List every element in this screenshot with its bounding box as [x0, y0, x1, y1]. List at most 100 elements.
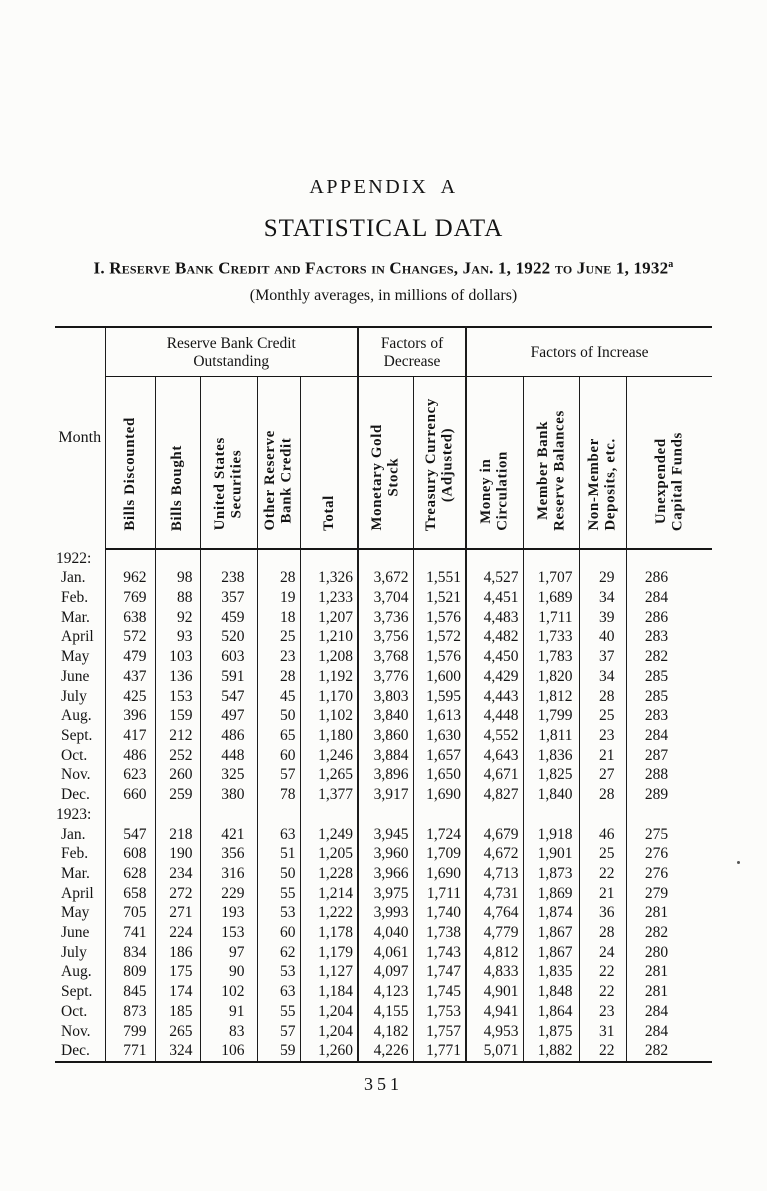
- value-cell: 212: [154, 725, 200, 746]
- value-cell: 5,071: [465, 1041, 524, 1062]
- value-cell: 421: [199, 824, 257, 845]
- value-cell: 45: [256, 686, 300, 707]
- month-cell: Dec.: [61, 786, 90, 804]
- value-cell: 287: [625, 745, 713, 766]
- empty-cell: [522, 804, 580, 825]
- value-cell: 741: [104, 923, 155, 943]
- value-cell: 1,690: [412, 863, 467, 884]
- empty-cell: [104, 548, 155, 569]
- footnote-marker: a: [668, 259, 674, 270]
- empty-cell: [357, 804, 414, 825]
- value-cell: 24: [578, 942, 627, 963]
- month-cell: Oct.: [61, 746, 88, 764]
- year-row: 1922:: [55, 548, 713, 569]
- value-cell: 497: [199, 706, 257, 726]
- value-cell: 4,953: [465, 1021, 524, 1042]
- value-cell: 1,326: [299, 568, 359, 589]
- value-cell: 1,572: [412, 627, 467, 648]
- value-cell: 40: [578, 627, 627, 648]
- value-cell: 62: [256, 942, 300, 963]
- data-row: Jan. 547 218 421 63 1,249 3,945 1,724 4,679 1,918…: [55, 824, 713, 845]
- value-cell: 284: [625, 1021, 713, 1042]
- value-cell: 3,704: [357, 588, 414, 608]
- value-cell: 1,771: [412, 1041, 467, 1062]
- column-header-bills-bought: Bills Bought: [154, 376, 200, 550]
- value-cell: 185: [154, 1001, 200, 1022]
- data-row: Sept. 417 212 486 65 1,180 3,860 1,630 4,552 1,81…: [55, 725, 713, 746]
- empty-cell: [412, 548, 467, 569]
- value-cell: 809: [104, 962, 155, 983]
- value-cell: 1,738: [412, 923, 467, 943]
- page-content: APPENDIX A STATISTICAL DATA I. Reserve B…: [55, 0, 713, 1095]
- value-cell: 1,783: [522, 647, 580, 667]
- value-cell: 799: [104, 1021, 155, 1042]
- value-cell: 1,869: [522, 883, 580, 904]
- empty-cell: [465, 804, 524, 825]
- value-cell: 29: [578, 568, 627, 589]
- value-cell: 238: [199, 568, 257, 589]
- value-cell: 218: [154, 824, 200, 845]
- value-cell: 36: [578, 903, 627, 924]
- value-cell: 78: [256, 785, 300, 805]
- table-body: 1922: Jan. 962 98 238 28 1,326 3,672 1,551 4,527 1…: [55, 548, 713, 1062]
- value-cell: 380: [199, 785, 257, 805]
- column-header-total-label: Total: [320, 494, 337, 531]
- value-cell: 1,228: [299, 863, 359, 884]
- month-cell: Jan.: [61, 569, 86, 587]
- value-cell: 21: [578, 745, 627, 766]
- group-header-factors-of-increase: Factors of Increase: [465, 326, 713, 378]
- value-cell: 159: [154, 706, 200, 726]
- value-cell: 1,812: [522, 686, 580, 707]
- value-cell: 638: [104, 607, 155, 628]
- value-cell: 547: [199, 686, 257, 707]
- value-cell: 234: [154, 863, 200, 884]
- value-cell: 1,820: [522, 666, 580, 687]
- column-header-unexpended-capital-funds: Unexpended Capital Funds: [625, 376, 713, 550]
- value-cell: 1,745: [412, 982, 467, 1002]
- value-cell: 286: [625, 607, 713, 628]
- value-cell: 271: [154, 903, 200, 924]
- value-cell: 63: [256, 982, 300, 1002]
- column-header-other-reserve-bank-credit-label: Other Reserve Bank Credit: [262, 430, 295, 531]
- value-cell: 55: [256, 1001, 300, 1022]
- value-cell: 623: [104, 765, 155, 786]
- value-cell: 1,180: [299, 725, 359, 746]
- value-cell: 31: [578, 1021, 627, 1042]
- value-cell: 28: [578, 686, 627, 707]
- value-cell: 4,779: [465, 923, 524, 943]
- value-cell: 51: [256, 844, 300, 864]
- value-cell: 1,650: [412, 765, 467, 786]
- year-label: 1922:: [56, 549, 92, 567]
- value-cell: 60: [256, 745, 300, 766]
- month-cell: Feb.: [61, 845, 89, 863]
- value-cell: 175: [154, 962, 200, 983]
- value-cell: 4,827: [465, 785, 524, 805]
- empty-cell: [256, 804, 300, 825]
- value-cell: 3,776: [357, 666, 414, 687]
- value-cell: 1,233: [299, 588, 359, 608]
- value-cell: 1,576: [412, 607, 467, 628]
- value-cell: 98: [154, 568, 200, 589]
- column-header-row: Bills Discounted Bills Bought United Sta…: [55, 376, 713, 550]
- column-header-other-reserve-bank-credit: Other Reserve Bank Credit: [256, 376, 300, 550]
- data-row: June 437 136 591 28 1,192 3,776 1,600 4,429 1,820…: [55, 666, 713, 687]
- value-cell: 1,874: [522, 903, 580, 924]
- value-cell: 1,205: [299, 844, 359, 864]
- empty-cell: [465, 548, 524, 569]
- value-cell: 705: [104, 903, 155, 924]
- value-cell: 4,451: [465, 588, 524, 608]
- empty-cell: [625, 804, 713, 825]
- value-cell: 459: [199, 607, 257, 628]
- value-cell: 3,672: [357, 568, 414, 589]
- value-cell: 259: [154, 785, 200, 805]
- value-cell: 39: [578, 607, 627, 628]
- scan-speck: [737, 861, 740, 864]
- value-cell: 1,210: [299, 627, 359, 648]
- value-cell: 1,208: [299, 647, 359, 667]
- data-row: July 834 186 97 62 1,179 4,061 1,743 4,812 1,867 2…: [55, 942, 713, 963]
- month-cell: April: [61, 628, 94, 646]
- value-cell: 60: [256, 923, 300, 943]
- value-cell: 1,178: [299, 923, 359, 943]
- value-cell: 1,753: [412, 1001, 467, 1022]
- value-cell: 1,757: [412, 1021, 467, 1042]
